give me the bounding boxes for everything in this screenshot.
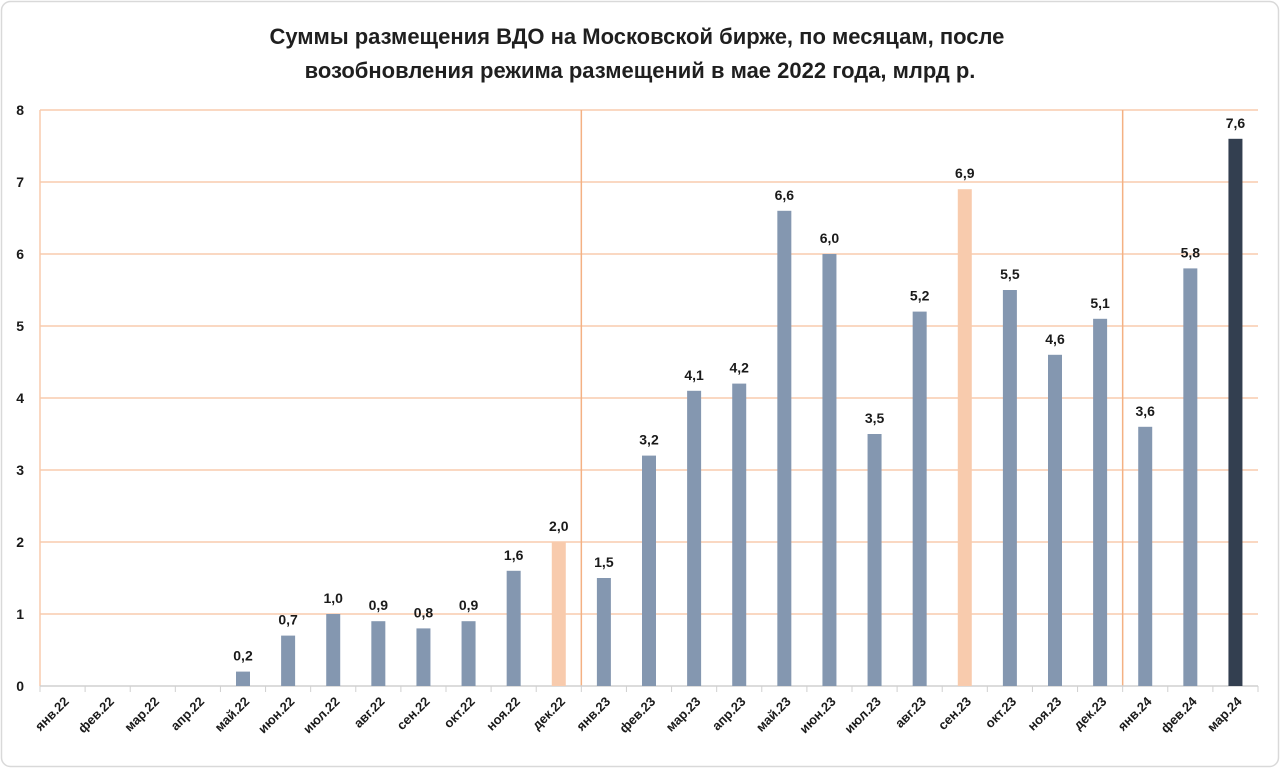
bar-9 [461, 621, 476, 686]
bar-19 [912, 311, 927, 686]
data-label-20: 6,9 [955, 165, 975, 181]
y-axis-tick-labels: 0 1 2 3 4 5 6 7 8 [16, 102, 24, 694]
y-tick-label-0: 0 [16, 678, 24, 694]
bar-18 [867, 434, 882, 686]
y-tick-label-4: 4 [16, 390, 24, 406]
data-label-26: 7,6 [1226, 115, 1246, 131]
bar-21 [1002, 290, 1017, 686]
bar-24 [1138, 426, 1153, 686]
chart-title-line-2: возобновления режима размещений в мае 20… [305, 58, 976, 83]
data-label-10: 1,6 [504, 547, 524, 563]
data-label-4: 0,2 [233, 648, 253, 664]
bar-7 [371, 621, 386, 686]
y-tick-label-2: 2 [16, 534, 24, 550]
bar-14 [687, 390, 702, 686]
data-label-16: 6,6 [775, 187, 795, 203]
bar-11 [551, 542, 566, 686]
y-tick-label-8: 8 [16, 102, 24, 118]
data-label-6: 1,0 [323, 590, 343, 606]
data-label-15: 4,2 [729, 360, 749, 376]
data-label-17: 6,0 [820, 230, 840, 246]
data-labels: 0,2 0,7 1,0 0,9 0,8 0,9 1,6 2,0 1,5 3,2 4,1 4,2 6,6 6… [233, 115, 1245, 664]
bar-4 [236, 671, 250, 686]
bar-26 [1228, 138, 1243, 687]
data-label-23: 5,1 [1090, 295, 1110, 311]
chart-title-line-1: Суммы размещения ВДО на Московской бирже… [269, 24, 1004, 49]
y-tick-label-3: 3 [16, 462, 24, 478]
y-tick-label-6: 6 [16, 246, 24, 262]
y-tick-label-5: 5 [16, 318, 24, 334]
data-label-11: 2,0 [549, 518, 569, 534]
y-tick-label-7: 7 [16, 174, 24, 190]
data-label-14: 4,1 [684, 367, 704, 383]
data-label-9: 0,9 [459, 597, 479, 613]
bar-6 [326, 614, 341, 686]
bar-20 [957, 189, 972, 686]
data-label-13: 3,2 [639, 432, 659, 448]
data-label-12: 1,5 [594, 554, 614, 570]
bar-13 [642, 455, 656, 686]
bar-15 [732, 383, 747, 686]
bar-16 [777, 210, 792, 687]
bars [236, 138, 1243, 687]
year-dividers [580, 110, 1124, 686]
bar-25 [1183, 268, 1198, 686]
bar-8 [416, 628, 431, 686]
bar-22 [1048, 354, 1062, 686]
bar-5 [281, 635, 296, 686]
data-label-19: 5,2 [910, 288, 930, 304]
data-label-22: 4,6 [1045, 331, 1065, 347]
chart-title: Суммы размещения ВДО на Московской бирже… [269, 24, 1010, 83]
bar-12 [596, 578, 611, 686]
data-label-5: 0,7 [278, 612, 298, 628]
data-label-25: 5,8 [1181, 244, 1201, 260]
data-label-24: 3,6 [1135, 403, 1155, 419]
y-tick-label-1: 1 [16, 606, 24, 622]
bar-10 [506, 570, 521, 686]
data-label-21: 5,5 [1000, 266, 1020, 282]
data-label-18: 3,5 [865, 410, 885, 426]
data-label-7: 0,9 [369, 597, 389, 613]
data-label-8: 0,8 [414, 604, 434, 620]
bar-17 [822, 254, 837, 686]
bar-23 [1093, 318, 1108, 686]
